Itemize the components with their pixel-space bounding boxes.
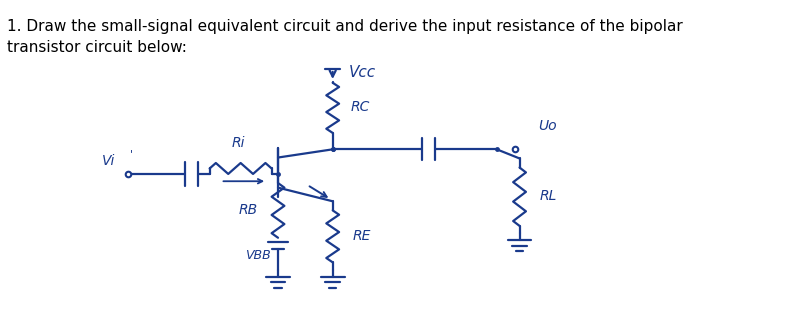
Text: Vcc: Vcc (349, 65, 376, 80)
Text: Ri: Ri (232, 136, 246, 150)
Text: RL: RL (539, 189, 557, 203)
Text: 1. Draw the small-signal equivalent circuit and derive the input resistance of t: 1. Draw the small-signal equivalent circ… (7, 19, 683, 55)
Text: RE: RE (352, 229, 371, 243)
Text: RC: RC (351, 100, 371, 114)
Text: Uo: Uo (538, 119, 557, 133)
Text: ': ' (131, 149, 133, 159)
Text: VBB: VBB (245, 249, 271, 262)
Text: RB: RB (239, 203, 258, 217)
Text: Vi: Vi (101, 155, 115, 169)
